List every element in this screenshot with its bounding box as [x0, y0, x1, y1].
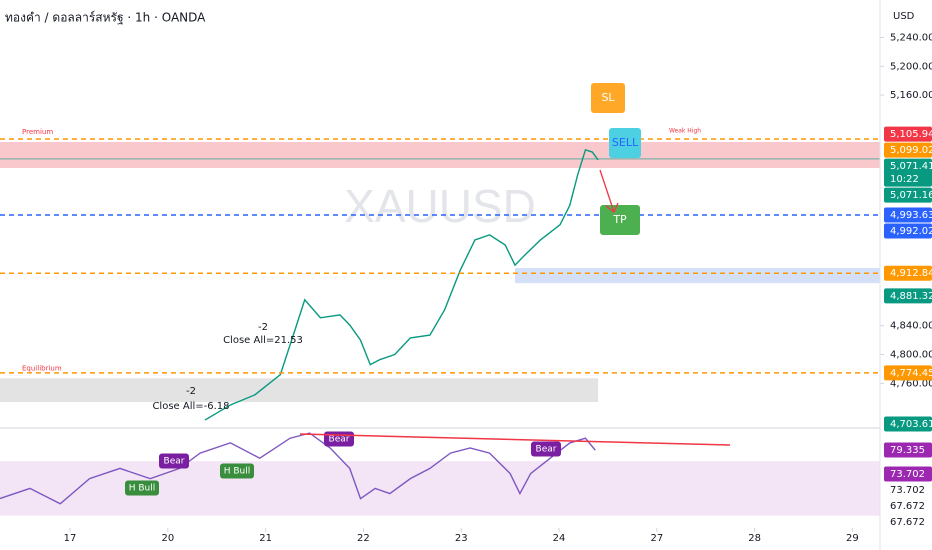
price-tag-label: 67.672 — [890, 517, 925, 528]
y-tick-label: 4,840.000 — [890, 321, 932, 332]
x-tick-label: 24 — [553, 533, 566, 544]
zone-label: Premium — [22, 128, 53, 136]
price-tag-label: 4,992.023 — [890, 226, 932, 237]
y-tick-label: 5,240.000 — [890, 32, 932, 43]
annotation: H Bull — [129, 484, 156, 494]
zone — [0, 142, 880, 169]
annotation: H Bull — [224, 467, 251, 477]
x-tick-label: 17 — [64, 533, 77, 544]
plot: Premium Equilibrium 5,240.000 5,200.000 5,16… — [0, 32, 932, 544]
zone-label: Equilibrium — [22, 364, 62, 372]
price-tag-label: 4,703.611 — [890, 419, 932, 430]
price-line — [204, 148, 599, 421]
price-tag — [884, 207, 932, 223]
price-tag-label: 73.702 — [890, 485, 925, 496]
price-tag-label: 5,071.415 — [890, 161, 932, 172]
zone — [0, 378, 599, 403]
price-tag-label: 73.702 — [890, 469, 925, 480]
annotation-box — [591, 83, 625, 113]
x-tick-label: 29 — [846, 533, 859, 544]
annotation: Bear — [536, 445, 557, 455]
x-tick-label: 20 — [161, 533, 174, 544]
price-tag — [884, 466, 932, 482]
watermark: XAUUSD — [344, 180, 536, 232]
annotation-box — [600, 205, 640, 235]
price-tag-label: 67.672 — [890, 501, 925, 512]
x-tick-label: 28 — [748, 533, 761, 544]
annotation-box — [220, 463, 254, 479]
annotation: Bear — [329, 435, 350, 445]
price-tag — [884, 416, 932, 432]
price-tag — [884, 288, 932, 304]
annotation-box — [531, 441, 561, 457]
price-tag — [884, 365, 932, 381]
annotation: -2 — [258, 322, 268, 333]
x-tick-label: 27 — [650, 533, 663, 544]
price-tag-label: 4,912.849 — [890, 268, 932, 279]
annotation: SL — [601, 91, 615, 104]
countdown: 10:22 — [890, 174, 919, 185]
price-tag — [884, 442, 932, 458]
price-line — [0, 432, 596, 505]
annotation: TP — [612, 213, 627, 226]
price-tag-label: 4,774.459 — [890, 368, 932, 379]
price-tag — [884, 223, 932, 239]
y-tick-label: 5,160.000 — [890, 90, 932, 101]
x-tick-label: 22 — [357, 533, 370, 544]
annotation-box — [609, 128, 641, 158]
price-tag — [884, 265, 932, 281]
annotation: SELL — [612, 136, 639, 149]
x-tick-label: 23 — [455, 533, 468, 544]
price-tag-label: 5,099.021 — [890, 145, 932, 156]
price-tag-label: 5,071.165 — [890, 190, 932, 201]
price-tag — [884, 187, 932, 203]
price-tag — [884, 142, 932, 158]
trend-line — [299, 433, 731, 446]
y-tick-label: 5,200.000 — [890, 61, 932, 72]
y-tick-label: 4,760.000 — [890, 378, 932, 389]
price-tag-label: 79.335 — [890, 445, 925, 456]
annotation: Close All=21.53 — [223, 335, 303, 346]
currency: USD — [893, 11, 915, 22]
price-tag-label: 4,881.329 — [890, 291, 932, 302]
x-tick-label: 21 — [259, 533, 272, 544]
annotation: Close All=-6.18 — [152, 401, 229, 412]
annotation: Bear — [164, 457, 185, 467]
price-tag — [884, 126, 932, 142]
annotation-box — [125, 480, 159, 496]
annotation: Weak High — [669, 128, 701, 135]
zone — [515, 268, 880, 284]
price-tag-label: 5,105.940 — [890, 129, 932, 140]
annotation: -2 — [186, 386, 196, 397]
price-tag — [884, 158, 932, 187]
annotation-box — [159, 453, 189, 469]
price-tag-label: 4,993.635 — [890, 210, 932, 221]
arrow — [599, 169, 619, 214]
chart-title: ทองคำ / ดอลลาร์สหรัฐ · 1h · OANDA — [5, 11, 206, 25]
y-tick-label: 4,800.000 — [890, 350, 932, 361]
